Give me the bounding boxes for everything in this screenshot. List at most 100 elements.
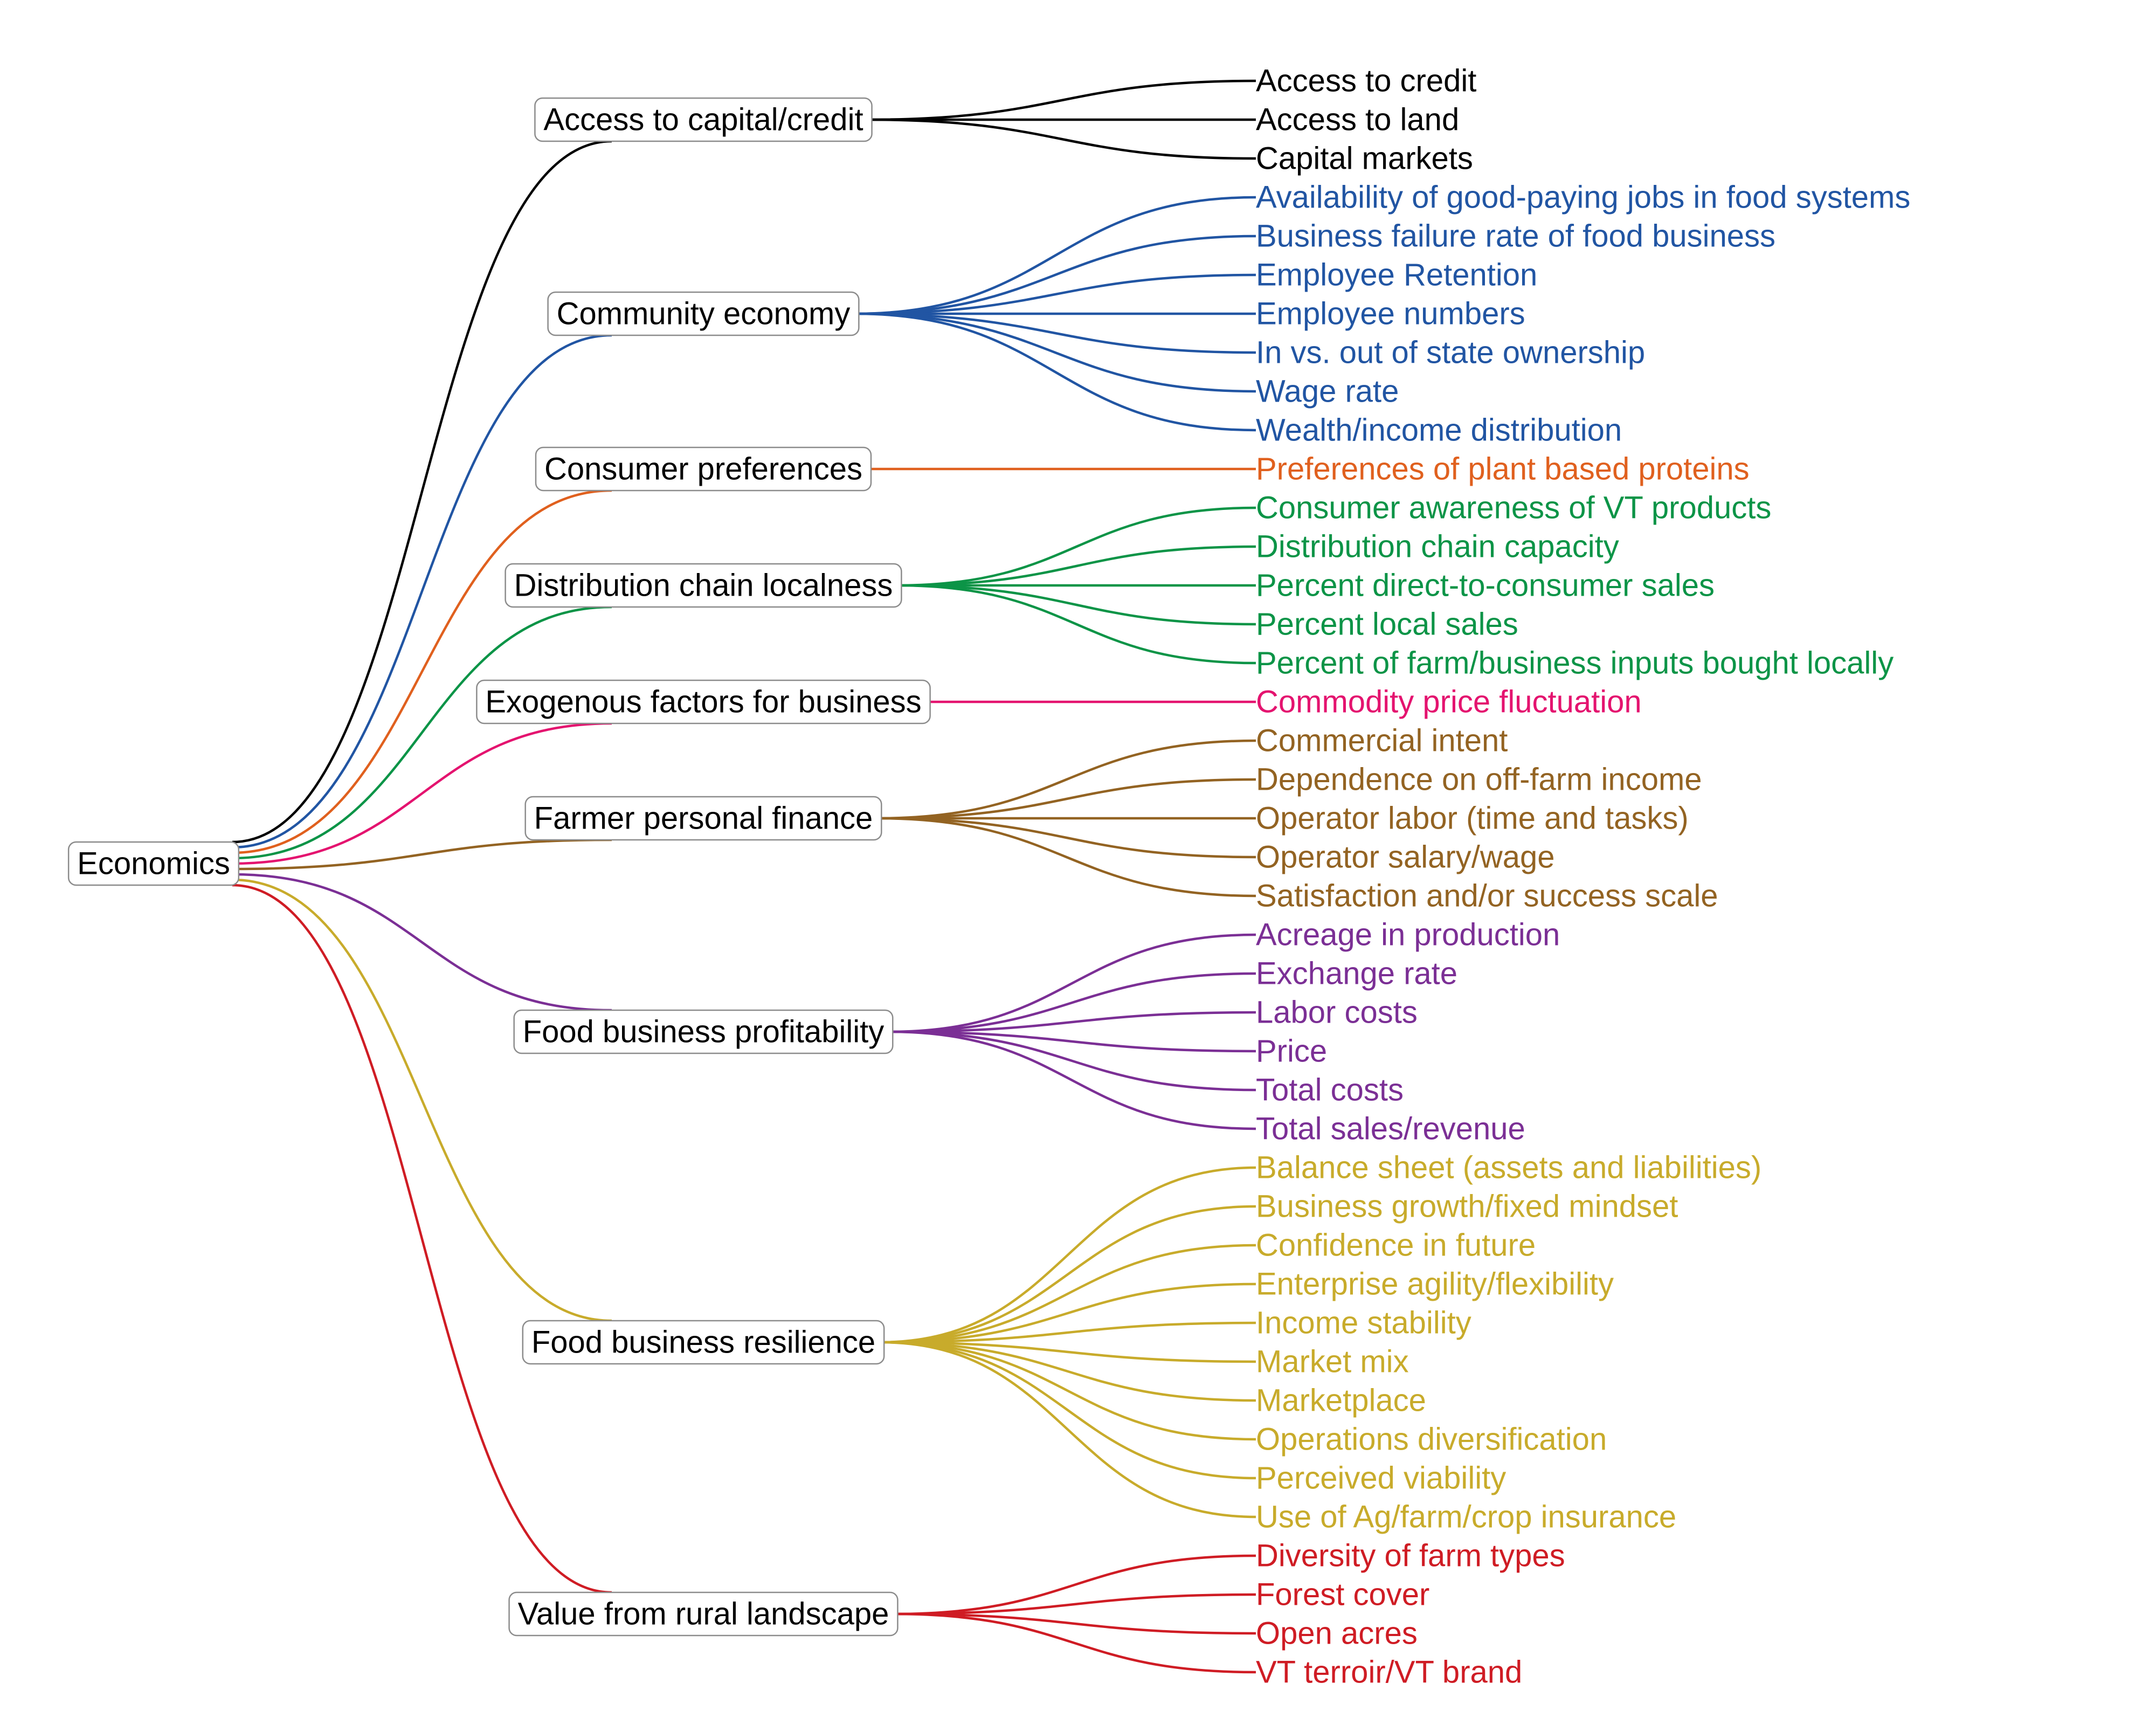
link-farmer-personal-finance-to-commercial-intent (877, 739, 1256, 820)
category-node-food-business-resilience-label: Food business resilience (531, 1325, 875, 1360)
links-layer (232, 79, 1256, 1674)
category-node-value-from-rural-landscape-label: Value from rural landscape (518, 1597, 889, 1632)
leaf-business-growth-fixed-mindset: Business growth/fixed mindset (1256, 1189, 1678, 1224)
link-food-business-resilience-to-marketplace (880, 1341, 1256, 1402)
link-community-economy-to-in-vs-out-of-state-ownership (854, 312, 1256, 354)
link-value-from-rural-landscape-to-forest-cover (893, 1593, 1256, 1616)
leaf-use-of-ag-farm-crop-insurance: Use of Ag/farm/crop insurance (1256, 1500, 1676, 1535)
leaf-operator-labor-time-and-tasks: Operator labor (time and tasks) (1256, 801, 1689, 836)
link-farmer-personal-finance-to-operator-salary-wage (877, 817, 1256, 859)
category-node-food-business-resilience: Food business resilience (522, 1320, 885, 1365)
link-root-to-access-to-capital-credit (232, 140, 612, 844)
link-community-economy-to-business-failure-rate-of-food-business (854, 234, 1256, 315)
link-food-business-profitability-to-total-sales-revenue (888, 1030, 1256, 1130)
link-root-to-community-economy (232, 334, 612, 849)
category-node-distribution-chain-localness-label: Distribution chain localness (514, 568, 893, 603)
category-node-farmer-personal-finance-label: Farmer personal finance (534, 801, 873, 836)
link-food-business-resilience-to-use-of-ag-farm-crop-insurance (880, 1341, 1256, 1519)
link-food-business-profitability-to-labor-costs (888, 1011, 1256, 1033)
link-food-business-resilience-to-operations-diversification (880, 1341, 1256, 1441)
link-food-business-profitability-to-price (888, 1030, 1256, 1053)
leaf-confidence-in-future: Confidence in future (1256, 1228, 1536, 1263)
leaf-percent-direct-to-consumer-sales: Percent direct-to-consumer sales (1256, 568, 1715, 603)
link-food-business-resilience-to-business-growth-fixed-mindset (880, 1205, 1256, 1344)
category-node-consumer-preferences: Consumer preferences (535, 446, 872, 492)
leaf-access-to-credit: Access to credit (1256, 64, 1476, 99)
leaf-percent-local-sales: Percent local sales (1256, 607, 1518, 642)
link-access-to-capital-credit-to-capital-markets (867, 118, 1256, 160)
leaf-diversity-of-farm-types: Diversity of farm types (1256, 1538, 1565, 1574)
leaf-commercial-intent: Commercial intent (1256, 723, 1508, 758)
leaf-capital-markets: Capital markets (1256, 141, 1473, 176)
leaf-total-sales-revenue: Total sales/revenue (1256, 1112, 1525, 1147)
link-distribution-chain-localness-to-distribution-chain-capacity (897, 545, 1256, 587)
leaf-price: Price (1256, 1034, 1327, 1069)
leaf-business-failure-rate-of-food-business: Business failure rate of food business (1256, 219, 1775, 254)
leaf-perceived-viability: Perceived viability (1256, 1461, 1506, 1496)
link-community-economy-to-availability-of-good-paying-jobs-in-food-systems (854, 196, 1256, 315)
link-food-business-resilience-to-market-mix (880, 1341, 1256, 1363)
category-node-value-from-rural-landscape: Value from rural landscape (508, 1591, 899, 1637)
leaf-satisfaction-and-or-success-scale: Satisfaction and/or success scale (1256, 879, 1718, 914)
category-node-food-business-profitability-box (513, 1009, 894, 1054)
leaf-consumer-awareness-of-vt-products: Consumer awareness of VT products (1256, 491, 1771, 526)
leaf-income-stability: Income stability (1256, 1306, 1471, 1341)
leaf-market-mix: Market mix (1256, 1344, 1409, 1379)
link-food-business-profitability-to-acreage-in-production (888, 933, 1256, 1033)
category-node-community-economy-box (547, 291, 860, 336)
nodes-layer: Economics Access to capital/credit Access … (67, 64, 1910, 1690)
link-community-economy-to-wage-rate (854, 312, 1256, 393)
root-node-economics-box (67, 841, 240, 886)
link-food-business-profitability-to-exchange-rate (888, 972, 1256, 1033)
leaf-marketplace: Marketplace (1256, 1383, 1426, 1418)
category-node-consumer-preferences-box (535, 446, 872, 492)
leaf-availability-of-good-paying-jobs-in-food-systems: Availability of good-paying jobs in food… (1256, 180, 1910, 215)
link-community-economy-to-employee-retention (854, 273, 1256, 315)
leaf-wage-rate: Wage rate (1256, 374, 1399, 409)
category-node-distribution-chain-localness: Distribution chain localness (505, 563, 902, 608)
category-node-access-to-capital-credit-box (534, 97, 873, 142)
link-value-from-rural-landscape-to-diversity-of-farm-types (893, 1554, 1256, 1616)
link-food-business-profitability-to-total-costs (888, 1030, 1256, 1092)
leaf-commodity-price-fluctuation: Commodity price fluctuation (1256, 685, 1642, 720)
link-food-business-resilience-to-enterprise-agility-flexibility (880, 1282, 1256, 1344)
leaf-enterprise-agility-flexibility: Enterprise agility/flexibility (1256, 1267, 1614, 1302)
link-value-from-rural-landscape-to-vt-terroir-vt-brand (893, 1612, 1256, 1674)
link-root-to-consumer-preferences (232, 489, 612, 854)
link-distribution-chain-localness-to-consumer-awareness-of-vt-products (897, 506, 1256, 587)
leaf-forest-cover: Forest cover (1256, 1577, 1429, 1612)
leaf-balance-sheet-assets-and-liabilities: Balance sheet (assets and liabilities) (1256, 1150, 1761, 1185)
link-access-to-capital-credit-to-access-to-credit (867, 79, 1256, 121)
link-food-business-resilience-to-balance-sheet-assets-and-liabilities (880, 1166, 1256, 1344)
category-node-access-to-capital-credit: Access to capital/credit (534, 97, 873, 142)
link-community-economy-to-wealth-income-distribution (854, 312, 1256, 432)
link-distribution-chain-localness-to-percent-local-sales (897, 584, 1256, 626)
link-value-from-rural-landscape-to-open-acres (893, 1612, 1256, 1635)
leaf-labor-costs: Labor costs (1256, 995, 1418, 1030)
link-root-to-farmer-personal-finance (232, 838, 612, 871)
category-node-exogenous-factors-for-business-box (476, 679, 931, 724)
leaf-open-acres: Open acres (1256, 1616, 1418, 1651)
category-node-food-business-profitability-label: Food business profitability (523, 1015, 884, 1050)
category-node-exogenous-factors-for-business-label: Exogenous factors for business (485, 685, 921, 720)
leaf-percent-of-farm-business-inputs-bought-locally: Percent of farm/business inputs bought l… (1256, 646, 1894, 681)
leaf-access-to-land: Access to land (1256, 102, 1459, 137)
link-distribution-chain-localness-to-percent-of-farm-business-inputs-bought-locally (897, 584, 1256, 665)
category-node-consumer-preferences-label: Consumer preferences (544, 452, 862, 487)
link-food-business-resilience-to-perceived-viability (880, 1341, 1256, 1480)
link-root-to-food-business-resilience (232, 878, 612, 1322)
link-food-business-resilience-to-confidence-in-future (880, 1244, 1256, 1344)
leaf-total-costs: Total costs (1256, 1073, 1404, 1108)
category-node-community-economy-label: Community economy (557, 296, 851, 332)
leaf-distribution-chain-capacity: Distribution chain capacity (1256, 529, 1619, 564)
link-root-to-distribution-chain-localness (232, 605, 612, 860)
leaf-operations-diversification: Operations diversification (1256, 1422, 1607, 1457)
category-node-food-business-resilience-box (522, 1320, 885, 1365)
leaf-exchange-rate: Exchange rate (1256, 956, 1457, 991)
link-root-to-value-from-rural-landscape (232, 884, 612, 1594)
link-root-to-food-business-profitability (232, 873, 612, 1012)
root-node-economics-label: Economics (77, 846, 230, 881)
leaf-acreage-in-production: Acreage in production (1256, 917, 1560, 953)
root-node-economics: Economics (67, 841, 240, 886)
